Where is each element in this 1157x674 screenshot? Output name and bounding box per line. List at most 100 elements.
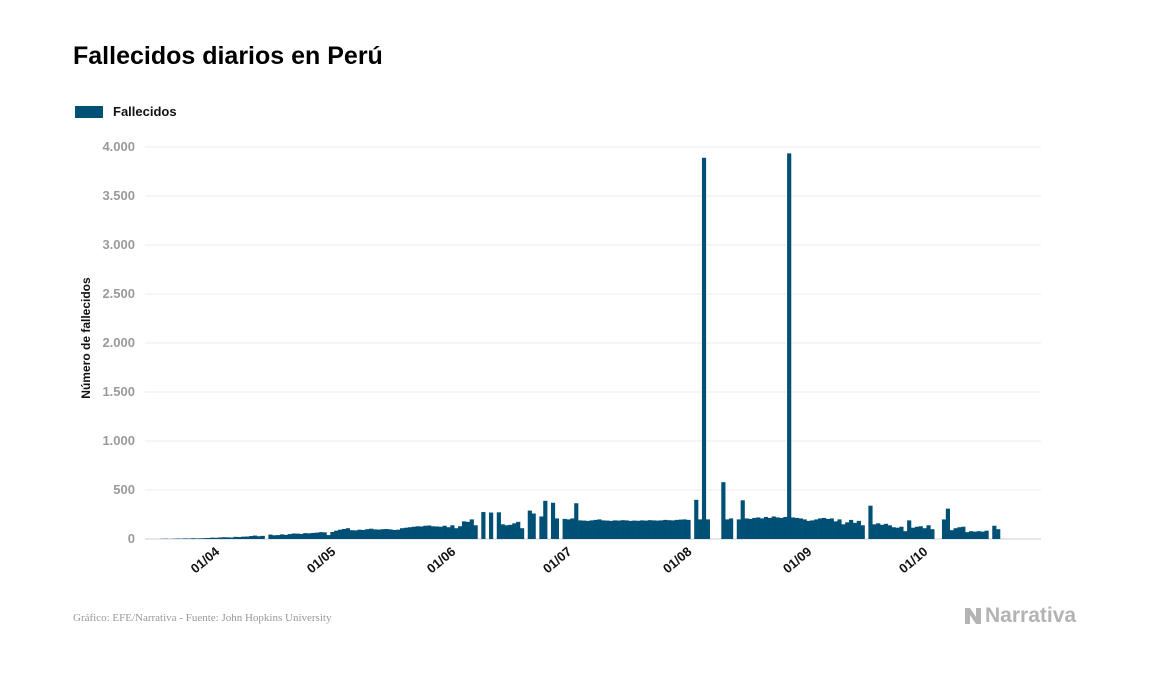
bar [183, 538, 188, 539]
bar [705, 519, 710, 539]
bar [647, 520, 652, 539]
bar [883, 523, 889, 539]
bar [628, 520, 633, 539]
bar [601, 520, 606, 539]
bar [307, 533, 312, 539]
y-axis-label: Número de fallecidos [79, 277, 93, 399]
bar [918, 526, 923, 539]
bar [852, 522, 858, 539]
bar [287, 534, 292, 539]
legend-swatch [75, 105, 103, 118]
bar [531, 513, 536, 539]
bar [214, 537, 219, 539]
bar [953, 528, 958, 539]
bar [539, 516, 544, 539]
bar [403, 527, 409, 539]
bar [752, 517, 757, 539]
bar [659, 520, 664, 539]
bar [233, 536, 238, 539]
bar [996, 529, 1001, 539]
bar [833, 521, 838, 539]
bar [260, 535, 265, 539]
bar [388, 529, 393, 539]
bar [930, 529, 935, 539]
brand-name: Narrativa [985, 604, 1077, 627]
bar [903, 531, 908, 539]
bar [353, 530, 358, 539]
legend: Fallecidos [75, 104, 177, 119]
bar [473, 525, 478, 539]
bar [856, 520, 861, 539]
bar [369, 528, 374, 539]
bar [670, 520, 676, 539]
y-tick-label: 2.500 [102, 286, 135, 301]
bar [760, 518, 765, 539]
bar [299, 533, 304, 539]
bar [674, 519, 680, 539]
bar [876, 523, 881, 539]
bar [322, 532, 327, 539]
bar [860, 525, 865, 539]
bar [194, 538, 200, 539]
bar [349, 530, 354, 539]
bar [272, 535, 277, 539]
bar [763, 516, 769, 539]
y-tick-label: 1.000 [102, 433, 135, 448]
bar [190, 538, 196, 539]
bar [400, 528, 405, 539]
bar [512, 523, 517, 539]
bar [461, 521, 467, 539]
bar [678, 519, 683, 539]
bar [303, 533, 308, 539]
bar [655, 520, 660, 539]
bar [291, 533, 296, 539]
x-tick-label: 01/09 [780, 544, 815, 576]
bar [411, 526, 416, 539]
y-tick-label: 500 [113, 482, 135, 497]
bar [527, 510, 532, 539]
y-tick-label: 3.500 [102, 188, 135, 203]
bar [341, 529, 347, 539]
bar [361, 529, 366, 539]
bar [605, 520, 610, 539]
bar [818, 518, 823, 539]
y-axis-ticks: 0 500 1.000 1.500 2.000 2.500 3.000 3.500 4.000 [102, 139, 135, 546]
bar [430, 526, 436, 539]
bar [396, 529, 401, 539]
bar [357, 529, 362, 539]
bar [442, 525, 447, 539]
bar [365, 529, 370, 539]
bar [783, 516, 788, 539]
bar [508, 524, 513, 539]
bar [392, 529, 397, 539]
brand-logo: Narrativa [963, 604, 1076, 628]
bar [221, 537, 227, 539]
bar [961, 526, 966, 539]
y-tick-label: 3.000 [102, 237, 135, 252]
bar [237, 537, 242, 539]
bar [910, 527, 916, 539]
bar [907, 520, 912, 539]
bar [225, 537, 230, 539]
bar [241, 536, 246, 539]
bar [663, 519, 668, 539]
bar [570, 518, 575, 539]
bar [202, 538, 207, 539]
bar [624, 520, 629, 539]
x-tick-label: 01/08 [660, 544, 695, 576]
bar [489, 512, 494, 539]
bar [415, 526, 420, 539]
bar [694, 499, 699, 539]
bar [427, 525, 432, 539]
bar [887, 525, 892, 539]
bar [585, 520, 590, 539]
bar [372, 529, 378, 539]
bar [667, 520, 672, 539]
bar [775, 517, 780, 539]
bar [338, 529, 343, 539]
gridlines [145, 146, 1041, 540]
bar [787, 153, 792, 539]
bar [500, 524, 505, 539]
bar [589, 520, 594, 539]
